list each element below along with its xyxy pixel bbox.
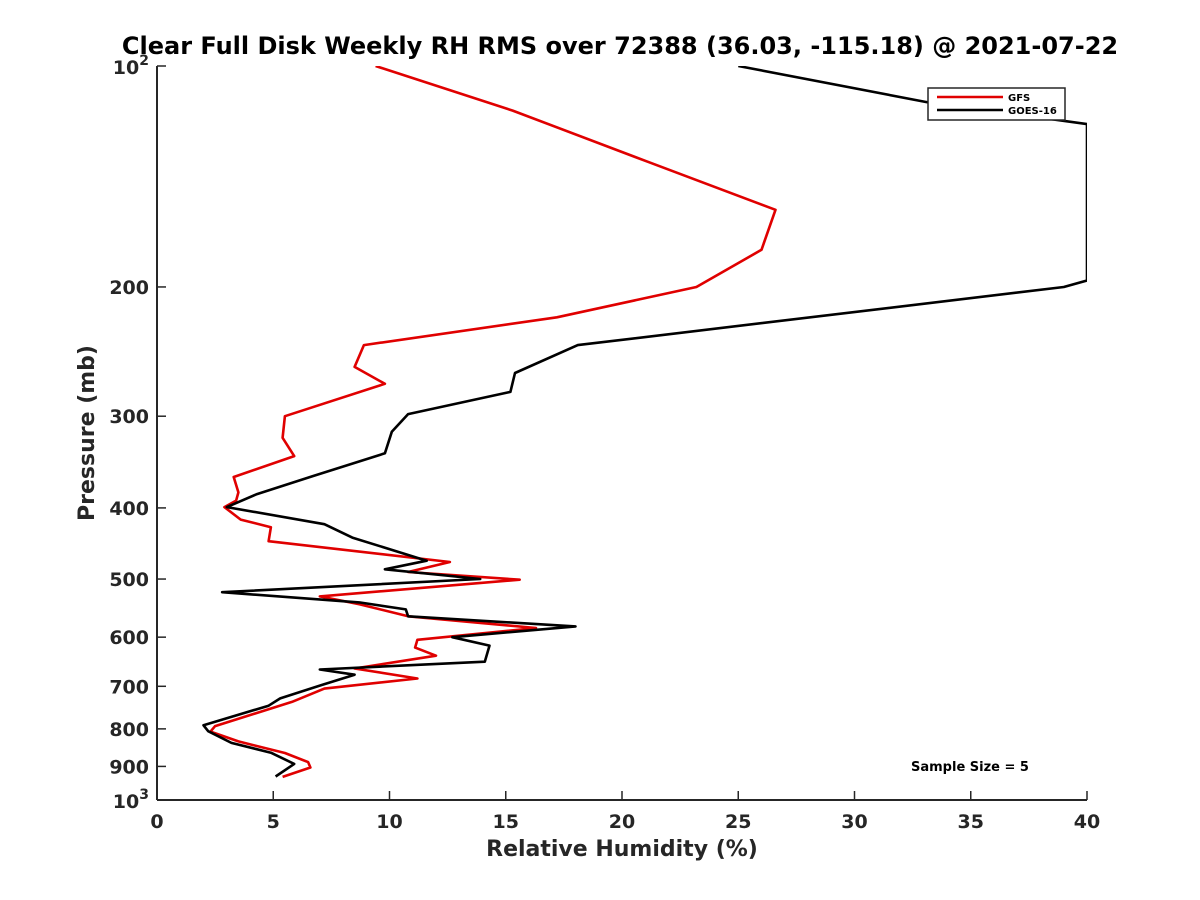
y-tick-label: 103 [113, 787, 149, 813]
x-tick-label: 20 [609, 811, 635, 833]
x-tick-label: 10 [376, 811, 402, 833]
sample-size-annotation: Sample Size = 5 [911, 760, 1029, 775]
y-tick-label: 500 [109, 569, 149, 591]
y-tick-label: 600 [109, 627, 149, 649]
x-tick-label: 30 [841, 811, 867, 833]
x-tick-label: 25 [725, 811, 751, 833]
x-tick-label: 35 [958, 811, 984, 833]
x-tick-label: 5 [267, 811, 280, 833]
x-tick-label: 40 [1074, 811, 1100, 833]
series-layer [202, 66, 1087, 779]
y-tick-label: 102 [113, 53, 149, 79]
legend-label-goes16: GOES-16 [1008, 106, 1057, 117]
legend: GFS GOES-16 [927, 87, 1066, 121]
y-tick-label: 800 [109, 719, 149, 741]
y-ticks: 102 200 300 400 500 600 700 800 900 103 [109, 53, 166, 813]
x-tick-label: 0 [150, 811, 163, 833]
y-tick-label: 900 [109, 756, 149, 778]
x-tick-label: 15 [493, 811, 519, 833]
y-tick-label: 400 [109, 498, 149, 520]
legend-label-gfs: GFS [1008, 93, 1030, 104]
legend-box [927, 87, 1066, 121]
x-ticks: 0 5 10 15 20 25 30 35 40 [150, 791, 1100, 833]
y-axis-label: Pressure (mb) [75, 345, 100, 521]
chart-title: Clear Full Disk Weekly RH RMS over 72388… [122, 32, 1118, 60]
y-tick-label: 200 [109, 277, 149, 299]
series-line-goes16 [202, 66, 1087, 778]
y-tick-label: 700 [109, 676, 149, 698]
x-axis-label: Relative Humidity (%) [486, 837, 758, 862]
series-line-gfs [209, 66, 777, 779]
y-tick-label: 300 [109, 406, 149, 428]
